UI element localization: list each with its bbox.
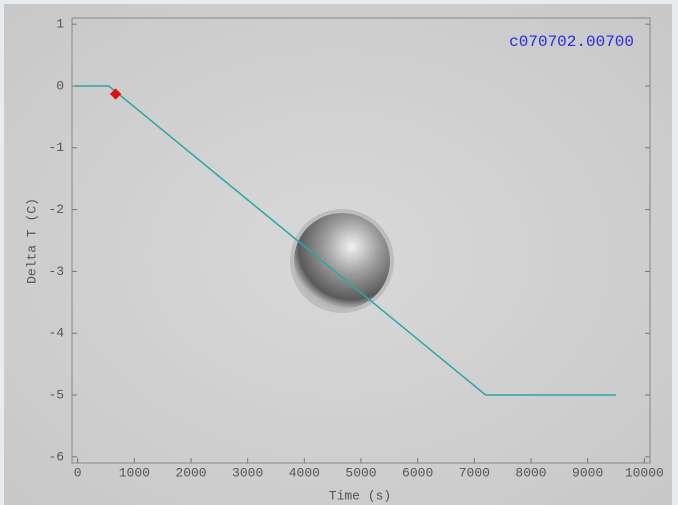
x-tick-label: 1000 <box>119 465 150 480</box>
y-tick-label: -5 <box>48 387 64 402</box>
y-tick-label: -3 <box>48 264 64 279</box>
x-tick-label: 8000 <box>515 465 546 480</box>
y-tick-label: 1 <box>56 17 64 32</box>
y-axis-label: Delta T (C) <box>24 198 39 284</box>
y-tick-label: 0 <box>56 78 64 93</box>
x-tick-label: 6000 <box>402 465 433 480</box>
annotation: c070702.00700 <box>509 33 634 51</box>
y-tick-label: -6 <box>48 449 64 464</box>
droplet <box>294 213 390 309</box>
x-tick-label: 7000 <box>459 465 490 480</box>
y-tick-label: -4 <box>48 326 64 341</box>
chart: c070702.00700 Time (s) Delta T (C) 0 1000… <box>0 0 678 505</box>
y-tick-label: -2 <box>48 202 64 217</box>
x-tick-label: 3000 <box>232 465 263 480</box>
x-tick-label: 5000 <box>345 465 376 480</box>
page: c070702.00700 Time (s) Delta T (C) 0 1000… <box>0 0 678 505</box>
x-tick-label: 10000 <box>625 465 664 480</box>
x-tick-label: 0 <box>74 465 82 480</box>
y-tick-label: -1 <box>48 140 64 155</box>
x-tick-label: 2000 <box>175 465 206 480</box>
x-tick-label: 9000 <box>572 465 603 480</box>
x-axis-label: Time (s) <box>329 488 391 503</box>
x-tick-label: 4000 <box>289 465 320 480</box>
